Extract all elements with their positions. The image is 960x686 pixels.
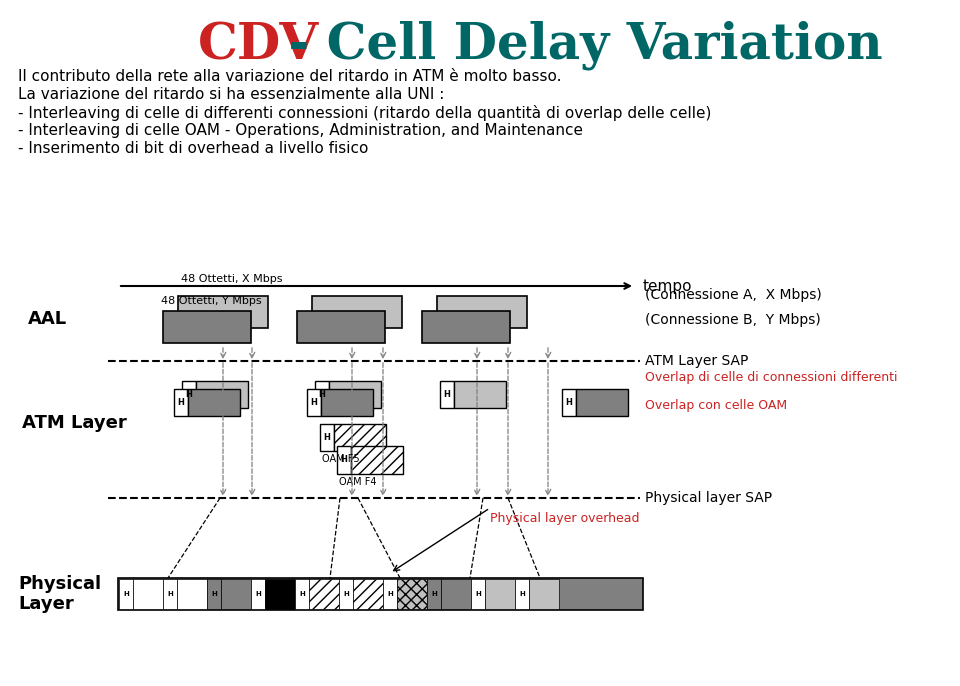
Text: H: H (475, 591, 481, 597)
Text: H: H (565, 398, 572, 407)
Bar (471, 579, 485, 609)
Text: Physical
Layer: Physical Layer (18, 575, 101, 613)
Text: tempo: tempo (643, 279, 692, 294)
Bar (174, 389, 188, 416)
Text: OAM F5: OAM F5 (322, 454, 360, 464)
Text: ATM Layer SAP: ATM Layer SAP (645, 354, 749, 368)
Bar (337, 446, 351, 474)
Text: La variazione del ritardo si ha essenzialmente alla UNI :: La variazione del ritardo si ha essenzia… (18, 87, 444, 102)
Text: 48 Ottetti, Y Mbps: 48 Ottetti, Y Mbps (161, 296, 262, 306)
Text: Overlap con celle OAM: Overlap con celle OAM (645, 399, 787, 412)
Text: H: H (324, 433, 330, 442)
Bar (529, 579, 559, 609)
Bar (297, 311, 385, 343)
Bar (397, 579, 427, 609)
Bar (576, 389, 628, 416)
Bar (427, 579, 441, 609)
Text: OAM F4: OAM F4 (339, 477, 376, 487)
Text: H: H (319, 390, 325, 399)
Text: - Interleaving di celle OAM - Operations, Administration, and Maintenance: - Interleaving di celle OAM - Operations… (18, 123, 583, 138)
Text: H: H (444, 390, 450, 399)
Text: Il contributo della rete alla variazione del ritardo in ATM è molto basso.: Il contributo della rete alla variazione… (18, 69, 562, 84)
Bar (329, 381, 381, 408)
Text: H: H (300, 591, 305, 597)
Bar (163, 579, 177, 609)
Bar (182, 381, 196, 408)
Bar (265, 579, 295, 609)
Bar (133, 579, 163, 609)
Text: H: H (387, 591, 393, 597)
Bar (307, 389, 321, 416)
Bar (339, 579, 353, 609)
Bar (178, 296, 268, 328)
Text: (Connessione B,  Y Mbps): (Connessione B, Y Mbps) (645, 313, 821, 327)
Bar (188, 389, 240, 416)
Bar (295, 579, 309, 609)
Text: H: H (255, 591, 261, 597)
Text: Physical layer overhead: Physical layer overhead (490, 512, 639, 525)
Bar (454, 381, 506, 408)
Text: H: H (211, 591, 217, 597)
Bar (485, 579, 515, 609)
Text: - Interleaving di celle di differenti connessioni (ritardo della quantità di ove: - Interleaving di celle di differenti co… (18, 105, 711, 121)
Bar (315, 381, 329, 408)
Text: H: H (123, 591, 129, 597)
Text: H: H (185, 390, 192, 399)
Text: - Cell Delay Variation: - Cell Delay Variation (271, 21, 882, 71)
Text: Overlap di celle di connessioni differenti: Overlap di celle di connessioni differen… (645, 371, 898, 384)
Text: ATM Layer: ATM Layer (22, 414, 127, 431)
Bar (221, 579, 251, 609)
Bar (312, 296, 402, 328)
Bar (351, 446, 403, 474)
Bar (353, 579, 383, 609)
Text: AAL: AAL (28, 311, 67, 329)
Bar (119, 579, 133, 609)
Bar (196, 381, 248, 408)
Text: H: H (178, 398, 184, 407)
Text: H: H (343, 591, 348, 597)
Bar (177, 579, 207, 609)
Bar (334, 424, 386, 451)
Text: H: H (311, 398, 318, 407)
Bar (320, 424, 334, 451)
Bar (515, 579, 529, 609)
Text: H: H (167, 591, 173, 597)
Bar (309, 579, 339, 609)
Bar (383, 579, 397, 609)
Bar (440, 381, 454, 408)
Text: H: H (341, 456, 348, 464)
Text: Physical layer SAP: Physical layer SAP (645, 491, 772, 505)
Bar (437, 296, 527, 328)
Bar (163, 311, 251, 343)
Bar (251, 579, 265, 609)
Text: (Connessione A,  X Mbps): (Connessione A, X Mbps) (645, 288, 822, 302)
Bar (562, 389, 576, 416)
Text: CDV: CDV (198, 21, 319, 70)
Text: - Inserimento di bit di overhead a livello fisico: - Inserimento di bit di overhead a livel… (18, 141, 369, 156)
Bar (422, 311, 510, 343)
Bar (207, 579, 221, 609)
Text: 48 Ottetti, X Mbps: 48 Ottetti, X Mbps (181, 274, 282, 284)
Text: H: H (431, 591, 437, 597)
Text: H: H (519, 591, 525, 597)
Bar (321, 389, 373, 416)
Bar (118, 578, 643, 610)
Bar (441, 579, 471, 609)
